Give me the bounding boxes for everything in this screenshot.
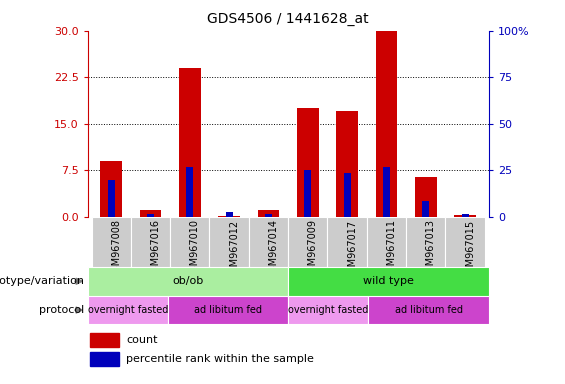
Text: overnight fasted: overnight fasted bbox=[88, 305, 168, 315]
Bar bbox=[368, 296, 489, 324]
Text: GSM967014: GSM967014 bbox=[268, 220, 279, 278]
Text: ad libitum fed: ad libitum fed bbox=[394, 305, 463, 315]
Bar bbox=[218, 216, 240, 217]
Text: percentile rank within the sample: percentile rank within the sample bbox=[126, 354, 314, 364]
Bar bbox=[92, 217, 131, 267]
Text: GSM967008: GSM967008 bbox=[111, 220, 121, 278]
Bar bbox=[376, 31, 397, 217]
Bar bbox=[305, 170, 311, 217]
Bar bbox=[367, 217, 406, 267]
Bar bbox=[107, 180, 115, 217]
Bar bbox=[383, 167, 390, 217]
Bar bbox=[170, 217, 210, 267]
Text: ad libitum fed: ad libitum fed bbox=[194, 305, 262, 315]
Text: protocol: protocol bbox=[40, 305, 85, 315]
Bar bbox=[415, 177, 437, 217]
Bar bbox=[131, 217, 170, 267]
Text: GSM967015: GSM967015 bbox=[465, 220, 475, 278]
Bar bbox=[186, 167, 193, 217]
Bar bbox=[258, 210, 279, 217]
Text: genotype/variation: genotype/variation bbox=[0, 276, 85, 286]
Text: GDS4506 / 1441628_at: GDS4506 / 1441628_at bbox=[207, 12, 369, 25]
Bar bbox=[288, 217, 328, 267]
Bar bbox=[328, 217, 367, 267]
Bar bbox=[344, 173, 351, 217]
Bar bbox=[168, 296, 288, 324]
Bar bbox=[101, 161, 122, 217]
Bar bbox=[297, 108, 319, 217]
Bar bbox=[288, 267, 489, 296]
Bar bbox=[462, 214, 469, 217]
Text: overnight fasted: overnight fasted bbox=[288, 305, 368, 315]
Text: GSM967013: GSM967013 bbox=[426, 220, 436, 278]
Bar bbox=[406, 217, 445, 267]
Text: GSM967011: GSM967011 bbox=[386, 220, 397, 278]
Bar bbox=[265, 214, 272, 217]
Bar bbox=[147, 214, 154, 217]
Bar bbox=[454, 215, 476, 217]
Bar bbox=[225, 212, 233, 217]
Bar bbox=[90, 352, 119, 366]
Text: GSM967016: GSM967016 bbox=[150, 220, 160, 278]
Bar bbox=[90, 333, 119, 348]
Text: GSM967009: GSM967009 bbox=[308, 220, 318, 278]
Bar bbox=[179, 68, 201, 217]
Bar bbox=[88, 267, 288, 296]
Text: GSM967010: GSM967010 bbox=[190, 220, 200, 278]
Bar bbox=[336, 111, 358, 217]
Bar bbox=[445, 217, 485, 267]
Text: GSM967017: GSM967017 bbox=[347, 220, 357, 278]
Bar bbox=[88, 296, 168, 324]
Text: GSM967012: GSM967012 bbox=[229, 220, 239, 278]
Bar bbox=[140, 210, 162, 217]
Bar bbox=[422, 201, 429, 217]
Text: wild type: wild type bbox=[363, 276, 414, 286]
Bar bbox=[288, 296, 368, 324]
Bar bbox=[249, 217, 288, 267]
Text: count: count bbox=[126, 335, 158, 345]
Bar bbox=[210, 217, 249, 267]
Text: ob/ob: ob/ob bbox=[172, 276, 203, 286]
